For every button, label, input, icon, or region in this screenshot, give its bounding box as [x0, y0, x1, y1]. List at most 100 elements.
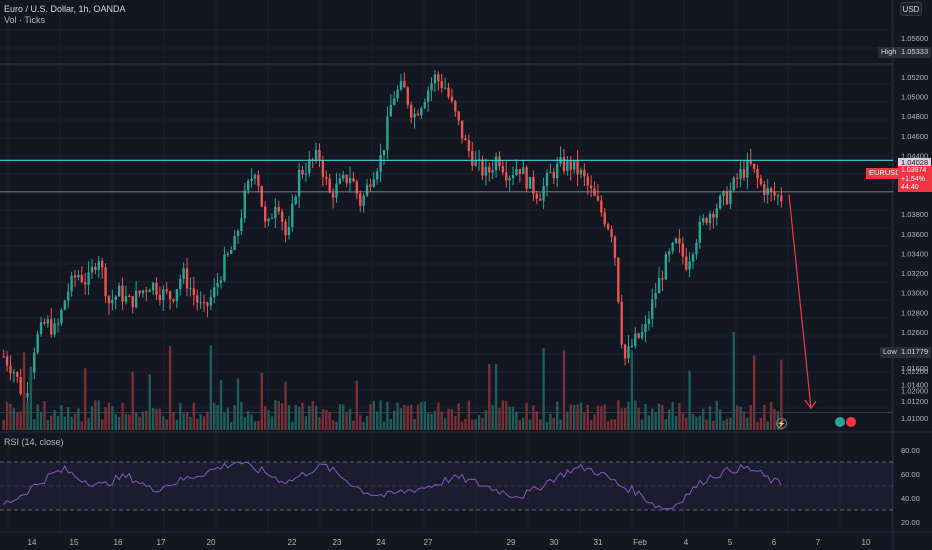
price-axis-tick: 1.03600 [901, 230, 928, 239]
price-axis-tick: 1.05200 [901, 73, 928, 82]
candle-body [433, 74, 437, 84]
candle-body [162, 289, 165, 301]
candle-body [396, 89, 399, 99]
volume-bar [766, 421, 769, 430]
economic-events-icon[interactable] [835, 417, 856, 427]
volume-bar [525, 402, 528, 430]
lightning-icon[interactable]: ⚡ [776, 418, 787, 429]
candle-body [219, 280, 223, 284]
volume-bar [199, 414, 202, 430]
volume-bar [756, 421, 759, 430]
volume-bar [84, 368, 87, 430]
volume-bar [179, 402, 182, 430]
volume-bar [297, 406, 301, 430]
volume-bar [623, 407, 627, 430]
candle-body [708, 213, 712, 224]
candle-body [287, 226, 291, 236]
symbol-title[interactable]: Euro / U.S. Dollar, 1h, OANDA [4, 4, 126, 14]
price-axis-tick: 1.03000 [901, 289, 928, 298]
volume-bar [219, 380, 223, 430]
chart-legend: Euro / U.S. Dollar, 1h, OANDA Vol · Tick… [4, 4, 126, 26]
candle-body [359, 193, 362, 206]
volume-bar [735, 405, 739, 430]
event-dot-icon[interactable] [846, 417, 856, 427]
time-axis-tick: 20 [207, 538, 216, 547]
currency-button[interactable]: USD [900, 2, 922, 16]
candle-body [515, 169, 518, 176]
volume-bar [498, 407, 501, 430]
price-axis-tick: 1.02600 [901, 328, 928, 337]
candle-body [698, 221, 701, 243]
volume-bar [365, 415, 369, 430]
candle-body [671, 242, 674, 252]
event-dot-icon[interactable] [835, 417, 845, 427]
volume-bar [246, 410, 250, 430]
candle-body [145, 290, 148, 292]
volume-bar [739, 406, 742, 430]
volume-bar [712, 420, 715, 430]
price-axis-tick: 1.03200 [901, 269, 928, 278]
volume-bar [382, 421, 386, 430]
volume-bar [155, 408, 158, 430]
volume-bar [569, 404, 572, 430]
volume-bar [464, 418, 467, 430]
volume-bar [325, 409, 328, 430]
rsi-axis-tick: 80.00 [901, 446, 920, 455]
horizontal-line-price-tag: 1.04028 [898, 158, 932, 169]
candle-body [759, 178, 763, 185]
candle-body [718, 196, 722, 209]
price-axis-tick: 1.01400 [901, 381, 928, 390]
volume-bar [732, 331, 735, 430]
volume-bar [674, 415, 678, 430]
candle-body [304, 173, 308, 175]
price-axis-tick: 1.02200 [901, 367, 928, 376]
volume-bar [29, 366, 33, 430]
high-label-tag: High [878, 47, 900, 58]
volume-bar [518, 420, 522, 430]
candle-body [620, 301, 623, 345]
candle-body [583, 169, 586, 177]
volume-bar [250, 414, 253, 430]
time-axis-tick: 31 [594, 538, 603, 547]
volume-bar [698, 415, 701, 430]
volume-bar [2, 419, 5, 430]
volume-bar [722, 420, 725, 430]
volume-bar [634, 400, 637, 430]
candle-body [5, 356, 9, 366]
volume-bar [474, 419, 477, 430]
candle-body [691, 254, 695, 262]
price-axis-tick: 1.04600 [901, 132, 928, 141]
rsi-indicator-label[interactable]: RSI (14, close) [4, 437, 64, 447]
candle-body [535, 193, 539, 199]
candle-body [715, 208, 718, 218]
volume-indicator-label[interactable]: Vol · Ticks [4, 15, 46, 25]
volume-bar [406, 405, 409, 430]
candle-body [596, 195, 600, 201]
candle-body [230, 250, 233, 254]
volume-bar [87, 418, 90, 430]
volume-bar [532, 405, 535, 430]
volume-bar [715, 400, 718, 430]
volume-bar [488, 363, 491, 430]
volume-bar [216, 405, 219, 430]
volume-bar [515, 411, 518, 430]
volume-bar [80, 421, 83, 430]
candle-body [338, 178, 342, 184]
candle-body [179, 278, 182, 290]
volume-bar [287, 405, 291, 430]
volume-bar [257, 420, 260, 430]
candle-body [685, 256, 688, 270]
volume-bar [352, 420, 355, 430]
volume-bar [528, 419, 532, 430]
volume-bar [606, 421, 610, 430]
candle-body [328, 178, 331, 193]
candle-body [342, 174, 345, 179]
volume-bar [185, 411, 189, 430]
volume-bar [202, 416, 206, 430]
volume-bar [661, 405, 664, 430]
candle-body [12, 372, 16, 374]
candle-body [100, 260, 104, 268]
candle-body [226, 253, 229, 255]
